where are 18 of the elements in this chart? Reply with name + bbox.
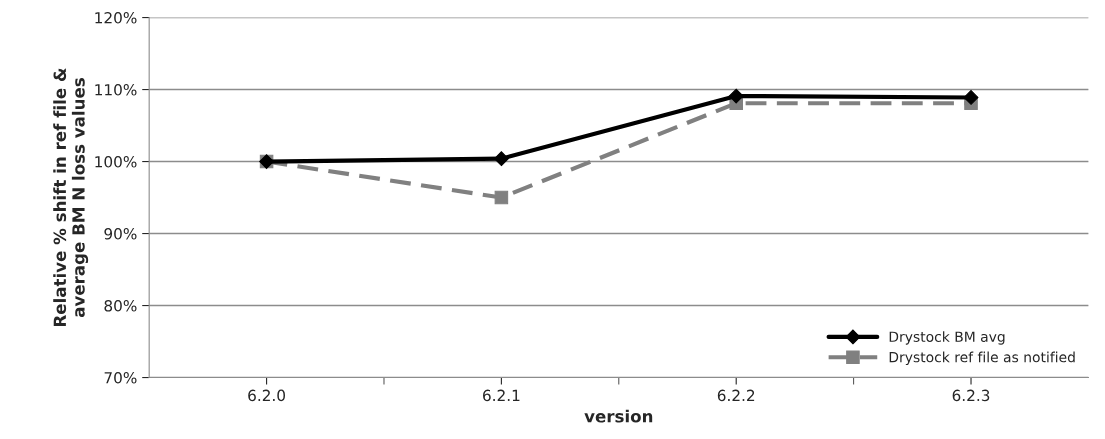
- legend-label: Drystock ref file as notified: [889, 351, 1075, 366]
- x-tick-label: 6.2.0: [248, 389, 285, 402]
- y-axis-title: Relative % shift in ref file & average BM N loss values: [53, 68, 89, 327]
- y-tick-label: 90%: [104, 228, 137, 240]
- x-axis-title: version: [584, 409, 653, 423]
- point: [494, 151, 509, 167]
- x-tick-label: 6.2.2: [717, 389, 755, 402]
- y-tick-label: 70%: [104, 372, 137, 384]
- x-tick-label: 6.2.1: [483, 389, 520, 402]
- point: [963, 90, 979, 105]
- point: [728, 88, 744, 104]
- y-tick-label: 110%: [95, 84, 137, 96]
- y-tick-label: 120%: [95, 12, 137, 24]
- y-tick-label: 100%: [95, 156, 137, 168]
- y-tick-label: 80%: [104, 300, 137, 312]
- legend-label: Drystock BM avg: [889, 331, 1005, 345]
- x-tick-label: 6.2.3: [952, 389, 990, 402]
- point: [494, 190, 509, 205]
